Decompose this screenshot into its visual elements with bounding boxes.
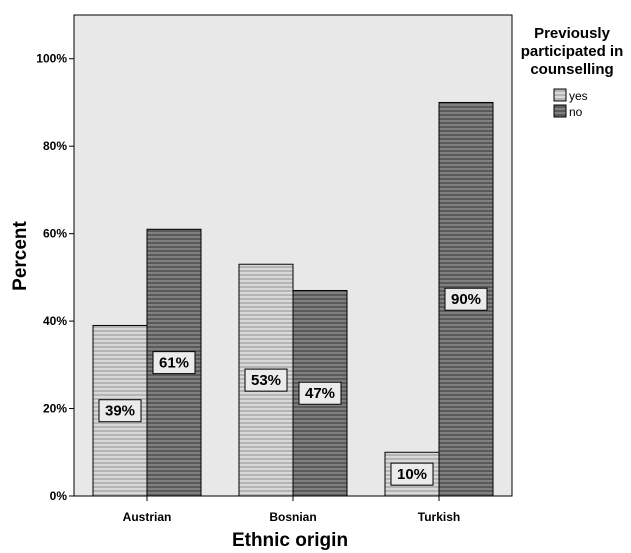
data-label-box [390, 462, 434, 486]
y-axis-ticks: 0% 20% 40% 60% 80% 100% [36, 52, 74, 503]
data-labels-group: 39% 61% 53% 47% 10% 90% [98, 287, 488, 486]
data-label-bosnian-no: 47% [305, 385, 335, 402]
legend-label-no: no [569, 105, 583, 119]
data-label-turkish-yes: 10% [397, 466, 427, 483]
legend-title-line-3: counselling [530, 61, 613, 78]
legend-title-line-1: Previously [534, 25, 611, 42]
data-label-box [444, 287, 488, 311]
y-tick-label: 0% [50, 489, 68, 503]
legend: Previously participated in counselling y… [521, 25, 624, 119]
y-tick-label: 40% [43, 314, 67, 328]
data-label-box [152, 351, 196, 375]
y-tick-label: 80% [43, 139, 67, 153]
x-axis-title: Ethnic origin [232, 530, 348, 551]
data-label-box [244, 368, 288, 392]
legend-swatch-yes [553, 88, 567, 102]
y-tick-label: 100% [36, 52, 67, 66]
y-tick-label: 60% [43, 227, 67, 241]
x-axis-ticks: Austrian Bosnian Turkish [123, 496, 460, 524]
legend-label-yes: yes [569, 89, 588, 103]
legend-title-line-2: participated in [521, 43, 624, 60]
data-label-austrian-no: 61% [159, 355, 189, 372]
data-label-turkish-no: 90% [451, 291, 481, 308]
data-label-box [98, 399, 142, 423]
x-tick-label-turkish: Turkish [418, 510, 460, 524]
x-tick-label-austrian: Austrian [123, 510, 172, 524]
legend-swatch-no [553, 104, 567, 118]
y-axis-title: Percent [10, 220, 31, 290]
data-label-austrian-yes: 39% [105, 403, 135, 420]
x-tick-label-bosnian: Bosnian [269, 510, 316, 524]
data-label-box [298, 381, 342, 405]
y-tick-label: 20% [43, 402, 67, 416]
data-label-bosnian-yes: 53% [251, 372, 281, 389]
